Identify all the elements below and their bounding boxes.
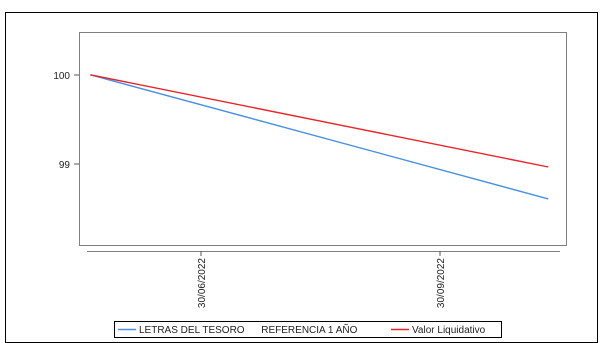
- x-tick-label-2022-09-30: 30/09/2022: [436, 258, 447, 308]
- x-axis: 30/06/2022 30/09/2022: [87, 251, 560, 308]
- y-axis: 100 99: [53, 71, 79, 171]
- series-line-valor-liquidativo: [90, 74, 549, 168]
- series-layer: [90, 74, 549, 200]
- legend-label-valor-liquidativo: Valor Liquidativo: [412, 325, 486, 336]
- legend-box: [114, 321, 502, 338]
- legend: LETRAS DEL TESORO REFERENCIA 1 AÑO Valor…: [114, 321, 502, 338]
- x-tick-label-2022-06-30: 30/06/2022: [197, 258, 208, 308]
- y-tick-label-100: 100: [53, 71, 70, 82]
- y-tick-label-99: 99: [59, 160, 71, 171]
- plot-area: [79, 32, 567, 246]
- series-line-letras-del-tesoro: [90, 74, 549, 200]
- legend-label-letras-del-tesoro: LETRAS DEL TESORO REFERENCIA 1 AÑO: [139, 323, 358, 336]
